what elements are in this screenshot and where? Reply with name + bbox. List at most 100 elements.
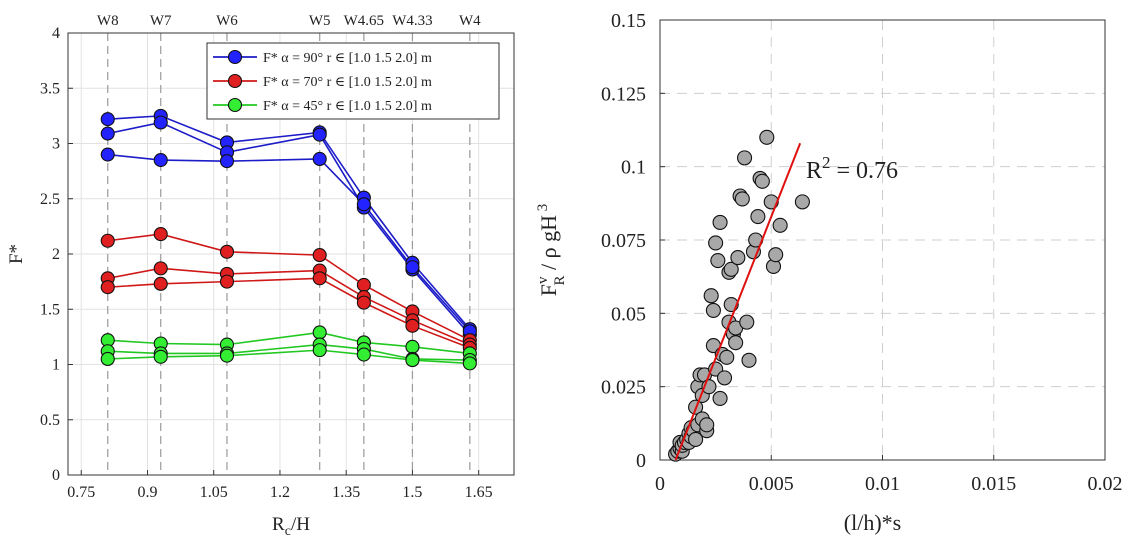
scatter-point (739, 314, 755, 330)
scatter-point (723, 261, 739, 277)
x-tick-label: 1.2 (270, 484, 290, 501)
scatter-point (772, 217, 788, 233)
data-point (100, 112, 115, 127)
scatter-point (768, 247, 784, 263)
x-tick-label: 0.015 (971, 473, 1016, 495)
right-chart: 0 0.005 0.01 0.015 0.02 0 0.025 0.05 0.075 0.1 0.1… (535, 10, 1123, 535)
data-point (312, 127, 327, 142)
data-point (312, 271, 327, 286)
y-tick-label: 2 (52, 246, 60, 263)
x-tick-label: 1.05 (200, 484, 228, 501)
legend-marker (227, 97, 243, 113)
data-point (356, 277, 371, 292)
data-point (219, 274, 235, 289)
x-tick-label: 0.01 (865, 473, 900, 495)
data-point (356, 347, 371, 362)
y-tick-label: 2.5 (40, 191, 60, 208)
legend-label: F* α = 45° r ∈ [1.0 1.5 2.0] m (263, 99, 432, 114)
y-tick-label: 0.125 (601, 83, 646, 105)
data-point (312, 151, 327, 167)
x-tick-label: 1.5 (402, 484, 422, 501)
y-tick-label: 0.1 (621, 157, 646, 179)
data-point (405, 318, 420, 333)
fit-line (674, 142, 802, 461)
x-tick-label: 0.02 (1088, 473, 1123, 495)
scatter-point (730, 250, 746, 266)
y-tick-label: 1.5 (40, 301, 60, 318)
y-tick-label: 0.15 (611, 10, 646, 32)
scatter-point (734, 191, 750, 207)
top-station-label: W5 (309, 13, 331, 29)
y-tick-label: 1 (52, 357, 60, 374)
left-chart: 0.75 0.9 1.05 1.2 1.35 1.5 1.65 0 0.5 1 1.5 2 2.5 3 3.… (6, 13, 515, 539)
data-point (100, 147, 115, 162)
y-tick-label: 4 (52, 25, 60, 42)
scatter-point (736, 150, 753, 166)
y-axis-label: FvR / ρ gH 3 (535, 204, 568, 297)
x-tick-label: 1.65 (465, 484, 493, 501)
data-point (312, 343, 327, 358)
data-point (219, 154, 235, 169)
x-tick-label: 0.005 (749, 473, 794, 495)
data-point (100, 351, 115, 367)
scatter-point (728, 335, 744, 351)
data-point (356, 197, 371, 212)
data-point (312, 325, 327, 340)
data-point (153, 349, 168, 364)
x-tick-label: 1.35 (332, 484, 360, 501)
top-station-label: W8 (97, 13, 119, 29)
data-point (405, 353, 420, 368)
data-point (153, 115, 168, 130)
x-axis-label: (l/h)*s (844, 510, 901, 535)
top-station-label: W6 (216, 13, 238, 29)
scatter-point (750, 208, 766, 225)
x-tick-label: 0.9 (137, 484, 157, 501)
scatter-point (710, 252, 726, 269)
data-point (153, 276, 168, 291)
legend-label: F* α = 90° r ∈ [1.0 1.5 2.0] m (263, 51, 432, 66)
data-point (405, 260, 420, 275)
legend-label: F* α = 70° r ∈ [1.0 1.5 2.0] m (263, 75, 432, 90)
scatter-point (759, 129, 775, 145)
scatter-point (703, 288, 719, 304)
scatter-point (712, 214, 728, 230)
data-point (153, 261, 168, 276)
y-tick-label: 0.05 (611, 303, 646, 325)
data-point (153, 153, 168, 168)
y-tick-label: 3.5 (40, 80, 60, 97)
y-tick-label: 0.025 (601, 377, 646, 399)
legend-marker (227, 49, 243, 65)
data-point (405, 339, 420, 354)
top-station-label: W7 (150, 13, 172, 29)
scatter-point (741, 352, 757, 368)
scatter-point (699, 417, 715, 433)
r-squared-annotation: R2 = 0.76 (806, 153, 898, 184)
data-point (100, 280, 115, 295)
data-point (219, 244, 235, 259)
y-tick-label: 0 (636, 450, 646, 472)
scatter-point (688, 431, 704, 448)
y-axis-label: F* (6, 244, 27, 264)
scatter-point (716, 370, 733, 386)
legend-marker (227, 73, 243, 89)
x-axis-label: Rc/H (272, 514, 310, 539)
y-tick-label: 3 (52, 136, 60, 153)
scatter-point (708, 235, 724, 251)
scatter-point (705, 302, 721, 318)
data-point (100, 126, 115, 141)
scatter-point (754, 173, 770, 189)
top-station-label: W4.65 (344, 13, 384, 29)
scatter-point (712, 390, 728, 406)
top-station-label: W4.33 (392, 13, 432, 29)
y-tick-label: 0.075 (601, 230, 646, 252)
y-tick-label: 0 (52, 467, 60, 484)
x-tick-label: 0 (655, 473, 665, 495)
data-point (100, 233, 115, 248)
x-tick-label: 0.75 (67, 484, 95, 501)
data-point (312, 248, 327, 263)
series-line (107, 153, 471, 332)
data-point (219, 348, 235, 363)
data-point (356, 295, 371, 310)
series-line (107, 115, 471, 330)
